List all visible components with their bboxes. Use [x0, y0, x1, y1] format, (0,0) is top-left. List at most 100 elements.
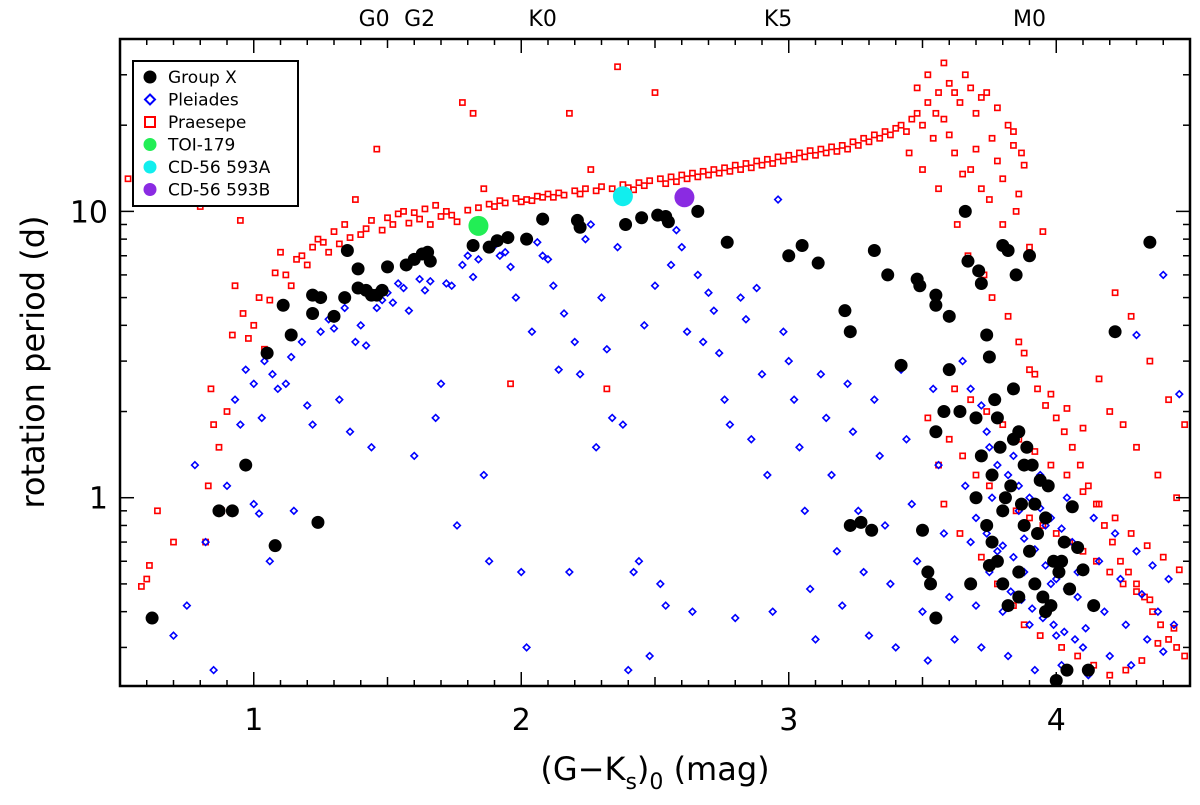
praesepe-point	[293, 255, 300, 263]
praesepe-point	[710, 166, 718, 173]
praesepe-point	[844, 145, 851, 153]
pleiades-point	[1019, 534, 1029, 543]
pleiades-point	[329, 324, 339, 333]
legend-label: CD-56 593A	[168, 158, 271, 178]
group-x-point	[924, 577, 938, 591]
group-x-point	[1020, 440, 1034, 454]
pleiades-point	[522, 643, 532, 652]
praesepe-point	[389, 221, 397, 228]
praesepe-point	[940, 500, 948, 508]
praesepe-point	[215, 443, 223, 451]
group-x-point	[573, 220, 587, 234]
praesepe-point	[977, 94, 985, 101]
legend-marker	[143, 93, 157, 106]
praesepe-point	[351, 196, 359, 203]
praesepe-point	[1042, 402, 1049, 409]
pleiades-point	[923, 656, 933, 665]
pleiades-point	[944, 592, 954, 602]
group-x-point	[311, 515, 325, 529]
pleiades-point	[479, 470, 489, 480]
pleiades-point	[511, 293, 521, 303]
group-x-point	[795, 239, 809, 253]
x-tick-label: 2	[512, 703, 531, 738]
legend-label: Praesepe	[168, 113, 246, 133]
group-x-point	[1071, 541, 1085, 555]
group-x-point	[1060, 663, 1074, 677]
legend-label: CD-56 593B	[168, 181, 270, 201]
group-x-point	[929, 611, 943, 625]
pleiades-point	[645, 651, 655, 661]
pleiades-point	[1003, 470, 1013, 480]
group-x-point	[145, 611, 159, 625]
group-x-point	[982, 558, 996, 572]
group-x-point	[327, 309, 341, 323]
group-x-point	[306, 306, 320, 320]
group-x-point	[929, 298, 943, 312]
praesepe-point	[865, 138, 873, 146]
praesepe-point	[1010, 142, 1017, 149]
pleiades-point	[308, 420, 318, 430]
praesepe-series	[124, 59, 1189, 679]
pleiades-point	[843, 379, 853, 389]
praesepe-point	[475, 204, 482, 212]
praesepe-point	[924, 99, 932, 106]
praesepe-point	[961, 71, 969, 79]
praesepe-point	[1106, 671, 1114, 679]
group-x-point	[969, 411, 983, 425]
praesepe-point	[999, 221, 1007, 228]
group-x-point	[993, 440, 1007, 454]
praesepe-point	[999, 175, 1007, 183]
pleiades-point	[746, 434, 756, 444]
praesepe-point	[959, 452, 967, 460]
group-x-point	[942, 309, 956, 323]
praesepe-point	[932, 109, 940, 117]
praesepe-point	[614, 63, 621, 71]
praesepe-point	[769, 160, 777, 167]
group-x-point	[985, 535, 999, 549]
praesepe-point	[582, 185, 589, 193]
pleiades-point	[516, 567, 526, 577]
praesepe-point	[940, 115, 948, 123]
praesepe-point	[988, 134, 996, 142]
praesepe-point	[977, 553, 985, 561]
praesepe-point	[236, 217, 244, 224]
pleiades-point	[816, 369, 826, 379]
pleiades-point	[1078, 643, 1088, 652]
pleiades-point	[230, 395, 240, 405]
pleiades-point	[586, 220, 596, 229]
praesepe-point	[1175, 566, 1183, 574]
pleiades-point	[741, 314, 751, 324]
pleiades-point	[795, 442, 804, 452]
praesepe-point	[1026, 243, 1033, 251]
group-x-point	[980, 328, 994, 342]
praesepe-point	[517, 198, 525, 206]
praesepe-point	[924, 71, 932, 79]
pleiades-point	[778, 327, 788, 337]
praesepe-point	[1122, 666, 1130, 674]
pleiades-point	[257, 413, 267, 423]
pleiades-point	[811, 634, 820, 644]
group-x-point	[1036, 590, 1050, 604]
pleiades-point	[682, 327, 692, 337]
praesepe-point	[929, 134, 937, 142]
praesepe-point	[908, 115, 916, 123]
praesepe-point	[1034, 385, 1041, 393]
pleiades-point	[474, 254, 483, 264]
pleiades-point	[425, 276, 435, 286]
pleiades-point	[1164, 574, 1174, 584]
praesepe-point	[491, 203, 498, 210]
praesepe-point	[1111, 514, 1119, 522]
praesepe-point	[1109, 538, 1116, 546]
praesepe-point	[394, 210, 402, 218]
praesepe-point	[1031, 370, 1039, 378]
pleiades-point	[190, 460, 200, 470]
praesepe-point	[801, 153, 809, 161]
praesepe-point	[298, 252, 306, 260]
pleiades-point	[1132, 546, 1141, 556]
praesepe-point	[1133, 443, 1140, 451]
group-x-point	[929, 425, 943, 439]
group-x-point	[843, 518, 857, 532]
praesepe-point	[972, 109, 980, 117]
praesepe-point	[1020, 161, 1028, 169]
praesepe-point	[592, 187, 600, 195]
